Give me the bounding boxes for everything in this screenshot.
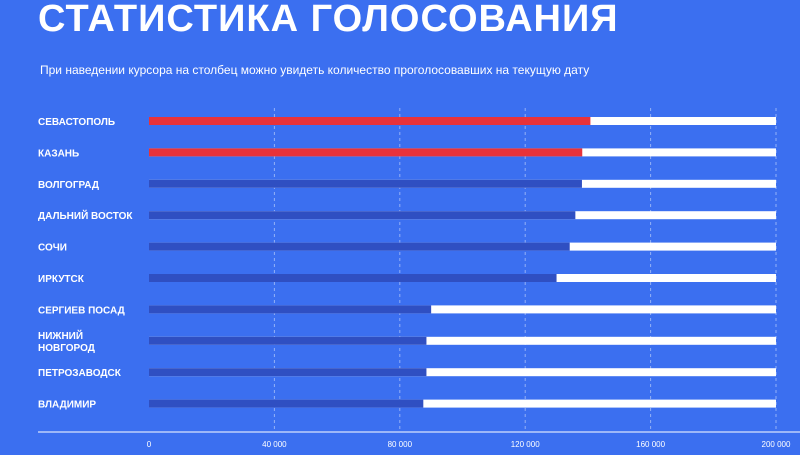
bar[interactable] (149, 368, 427, 377)
category-label-line: ПЕТРОЗАВОДСК (38, 368, 122, 379)
category-label-line: СОЧИ (38, 243, 67, 254)
category-label-line: СЕВАСТОПОЛЬ (38, 117, 115, 128)
bar[interactable] (149, 179, 582, 188)
bar[interactable] (149, 117, 591, 125)
x-tick-label: 80 000 (388, 440, 413, 449)
x-tick-label: 120 000 (511, 440, 540, 449)
category-label: СЕВАСТОПОЛЬ (38, 117, 115, 128)
x-tick-label: 40 000 (262, 440, 287, 449)
category-label-line: НОВГОРОД (38, 343, 95, 354)
category-label: ДАЛЬНИЙ ВОСТОК (38, 209, 133, 222)
category-label: НИЖНИЙ НОВГОРОД (38, 329, 95, 354)
bar[interactable] (149, 305, 432, 314)
category-label: ВОЛГОГРАД (38, 180, 99, 191)
bar[interactable] (149, 399, 424, 408)
page-subtitle: При наведении курсора на столбец можно у… (40, 63, 590, 77)
x-tick-label: 160 000 (636, 440, 665, 449)
x-axis: 0 40 000 80 000 120 000 160 000 200 000 (38, 431, 800, 449)
category-label-line: ВЛАДИМИР (38, 400, 96, 411)
x-tick-label: 200 000 (762, 440, 791, 449)
bar-track (149, 399, 776, 408)
category-label: ВЛАДИМИР (38, 400, 96, 411)
bar-track (149, 336, 776, 345)
page-title: СТАТИСТИКА ГОЛОСОВАНИЯ (38, 0, 619, 40)
category-label: СЕРГИЕВ ПОСАД (38, 305, 125, 316)
x-tick-label: 0 (147, 440, 152, 449)
category-label-line: ДАЛЬНИЙ ВОСТОК (38, 209, 133, 222)
category-label: СОЧИ (38, 243, 67, 254)
bar-track (149, 305, 776, 314)
category-label: КАЗАНЬ (38, 148, 79, 159)
category-label-line: СЕРГИЕВ ПОСАД (38, 305, 125, 316)
category-label-line: ВОЛГОГРАД (38, 180, 99, 191)
category-label: ИРКУТСК (38, 274, 85, 285)
category-label-line: ИРКУТСК (38, 274, 85, 285)
bar[interactable] (149, 242, 570, 251)
category-label-line: КАЗАНЬ (38, 148, 79, 159)
bars-layer (149, 117, 776, 408)
bar[interactable] (149, 148, 583, 157)
grid-layer (273, 108, 777, 432)
category-labels: СЕВАСТОПОЛЬ КАЗАНЬ ВОЛГОГРАД ДАЛЬНИЙ ВОСТОК… (38, 117, 133, 411)
bar[interactable] (149, 336, 427, 345)
bar[interactable] (149, 211, 576, 220)
bar-track (149, 368, 776, 377)
bar[interactable] (149, 274, 557, 282)
category-label: ПЕТРОЗАВОДСК (38, 368, 122, 379)
category-label-line: НИЖНИЙ (38, 329, 83, 342)
